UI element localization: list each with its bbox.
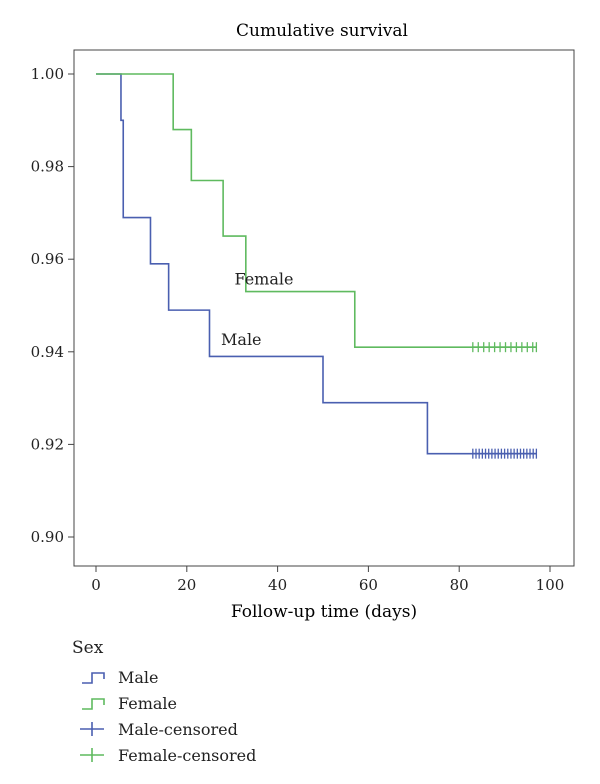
chart-title: Cumulative survival bbox=[236, 21, 408, 41]
legend-entry-label: Male bbox=[118, 667, 159, 687]
x-tick-label: 20 bbox=[177, 576, 196, 594]
axes: 0 20 40 60 80 100 1.00 0.98 0.96 0.94 0.92 0.90 bbox=[31, 49, 575, 594]
x-tick-label: 40 bbox=[268, 576, 287, 594]
series-female-line bbox=[96, 73, 537, 348]
series-layer bbox=[96, 73, 537, 455]
x-tick-label: 100 bbox=[536, 576, 565, 594]
censor-layer bbox=[472, 342, 538, 459]
y-tick-label: 0.98 bbox=[31, 158, 64, 176]
legend-title: Sex bbox=[72, 638, 104, 658]
censor-mark-icon bbox=[80, 722, 104, 736]
y-tick-label: 1.00 bbox=[31, 65, 64, 83]
step-line-icon bbox=[82, 698, 105, 710]
legend-entry-female: Female bbox=[72, 690, 256, 716]
y-tick-label: 0.92 bbox=[31, 435, 64, 453]
legend-entry-male: Male bbox=[72, 664, 256, 690]
step-line-icon bbox=[82, 672, 105, 684]
y-tick-label: 0.90 bbox=[31, 528, 64, 546]
annotation-layer: Female Male bbox=[221, 270, 293, 349]
legend-entry-female-censored: Female-censored bbox=[72, 742, 256, 768]
legend-entry-label: Female bbox=[118, 693, 177, 713]
legend: Sex Male Female Male-censored Female-censor… bbox=[72, 638, 256, 768]
legend-entries: Male Female Male-censored Female-censored bbox=[72, 664, 256, 768]
annotation-male: Male bbox=[221, 330, 262, 349]
y-tick-label: 0.96 bbox=[31, 250, 64, 268]
series-male-line bbox=[96, 73, 537, 455]
annotation-female: Female bbox=[234, 270, 293, 289]
censor-mark-icon bbox=[80, 748, 104, 762]
legend-entry-male-censored: Male-censored bbox=[72, 716, 256, 742]
x-tick-label: 0 bbox=[91, 576, 101, 594]
legend-entry-label: Female-censored bbox=[118, 745, 257, 765]
y-tick-label: 0.94 bbox=[31, 343, 64, 361]
plot-frame bbox=[73, 49, 575, 567]
legend-entry-label: Male-censored bbox=[118, 719, 238, 739]
x-axis-label: Follow-up time (days) bbox=[231, 602, 417, 622]
x-tick-label: 80 bbox=[450, 576, 469, 594]
survival-chart: Cumulative survival 0 20 40 60 80 100 1.00 0.98… bbox=[31, 21, 575, 622]
x-tick-label: 60 bbox=[359, 576, 378, 594]
